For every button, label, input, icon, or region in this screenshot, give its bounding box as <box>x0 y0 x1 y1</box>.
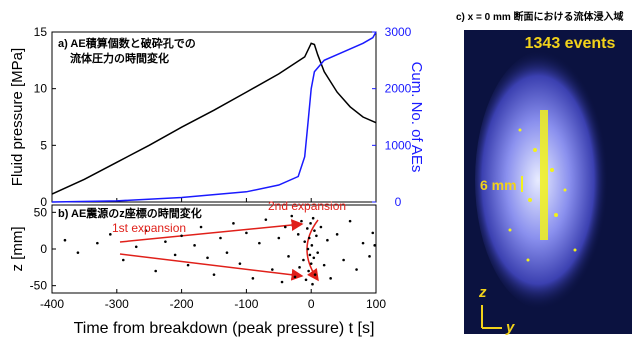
ae-point <box>314 273 317 276</box>
ae-point <box>290 215 293 218</box>
y-tick-label: 50 <box>34 205 48 219</box>
ae-point <box>373 244 376 247</box>
ae-point <box>342 259 345 262</box>
x-tick-label: -200 <box>170 297 194 311</box>
figure: 1343 events 6 mm z y c) x = 0 mm 断面における流… <box>0 0 640 338</box>
ae-point <box>297 233 300 236</box>
ae-point <box>64 239 67 242</box>
ae-point <box>154 270 157 273</box>
ae-point <box>219 237 222 240</box>
ae-point <box>307 248 310 251</box>
annotation: 1st expansion <box>112 221 186 235</box>
panel-title: b) AE震源のz座標の時間変化 <box>58 206 202 220</box>
ae-point <box>368 255 371 258</box>
y-tick-label: 5 <box>40 138 47 152</box>
ae-point <box>308 237 311 240</box>
ae-point <box>239 262 242 265</box>
x-tick-label: -400 <box>40 297 64 311</box>
ae-point <box>311 283 314 286</box>
ae-point <box>135 246 138 249</box>
ae-point <box>96 242 99 245</box>
panel-c-title: c) x = 0 mm 断面における流体浸入域 <box>456 10 624 23</box>
y-tick-label: 10 <box>34 82 48 96</box>
panel-title: a) AE積算個数と破砕孔での <box>58 36 196 50</box>
ae-point <box>300 220 303 223</box>
ae-point <box>284 226 287 229</box>
x-tick-label: -100 <box>234 297 258 311</box>
ae-point <box>298 266 301 269</box>
x-axis-label: Time from breakdown (peak pressure) t [s… <box>74 320 375 337</box>
ae-point <box>303 240 306 243</box>
ae-point <box>258 242 261 245</box>
ae-point <box>311 244 314 247</box>
y-axis-label: Fluid pressure [MPa] <box>9 48 26 186</box>
ae-point <box>271 268 274 271</box>
x-tick-label: -300 <box>105 297 129 311</box>
page: {"chart_data":[ {"type":"line","title_li… <box>0 0 640 338</box>
ae-point <box>309 254 312 257</box>
y2-tick-label: 1000 <box>385 138 412 152</box>
x-tick-label: 100 <box>366 297 386 311</box>
y2-tick-label: 2000 <box>385 82 412 96</box>
ae-point <box>206 257 209 260</box>
ae-point <box>281 281 284 284</box>
ae-point <box>371 232 374 235</box>
scale-label: 6 mm <box>480 177 517 193</box>
y-tick-label: 0 <box>40 242 47 256</box>
ae-point <box>355 268 358 271</box>
x-tick-label: 0 <box>308 297 315 311</box>
ae-point <box>326 239 329 242</box>
ae-point <box>294 276 297 279</box>
y-tick-label: -50 <box>30 279 48 293</box>
ae-point <box>305 279 308 282</box>
y-tick-label: 15 <box>34 25 48 39</box>
panel-title: 流体圧力の時間変化 <box>70 51 169 65</box>
ae-point <box>312 257 315 260</box>
ae-point <box>316 251 319 254</box>
ae-point <box>323 264 326 267</box>
axis-y: y <box>505 319 515 336</box>
ae-point <box>232 222 235 225</box>
axis-z: z <box>478 284 487 301</box>
ae-point <box>252 277 255 280</box>
ae-point <box>307 270 310 273</box>
ae-point <box>278 237 281 240</box>
ae-point <box>320 226 323 229</box>
ae-point <box>302 259 305 262</box>
ae-point <box>200 226 203 229</box>
y2-tick-label: 0 <box>395 195 402 209</box>
ae-point <box>187 264 190 267</box>
series-line <box>52 43 376 194</box>
ae-point <box>315 235 318 238</box>
ae-point <box>313 229 316 232</box>
ae-point <box>122 259 125 262</box>
y-axis-label: z [mm] <box>9 227 26 272</box>
ae-point <box>226 251 229 254</box>
ae-point <box>329 277 332 280</box>
ae-point <box>336 233 339 236</box>
y2-axis-label: Cum. No. of AEs <box>408 62 425 173</box>
y2-tick-label: 3000 <box>385 25 412 39</box>
ae-point <box>306 227 309 230</box>
ae-point <box>312 217 315 220</box>
ae-point <box>309 222 312 225</box>
ae-point <box>287 255 290 258</box>
ae-point <box>77 251 80 254</box>
events-label: 1343 events <box>525 35 616 52</box>
ae-point <box>213 273 216 276</box>
annotation: 2nd expansion <box>268 199 346 213</box>
ae-point <box>349 220 352 223</box>
ae-point <box>193 244 196 247</box>
ae-point <box>265 218 268 221</box>
ae-point <box>164 240 167 243</box>
ae-point <box>245 232 248 235</box>
ae-point <box>174 254 177 257</box>
ae-point <box>310 262 313 265</box>
ae-point <box>362 242 365 245</box>
